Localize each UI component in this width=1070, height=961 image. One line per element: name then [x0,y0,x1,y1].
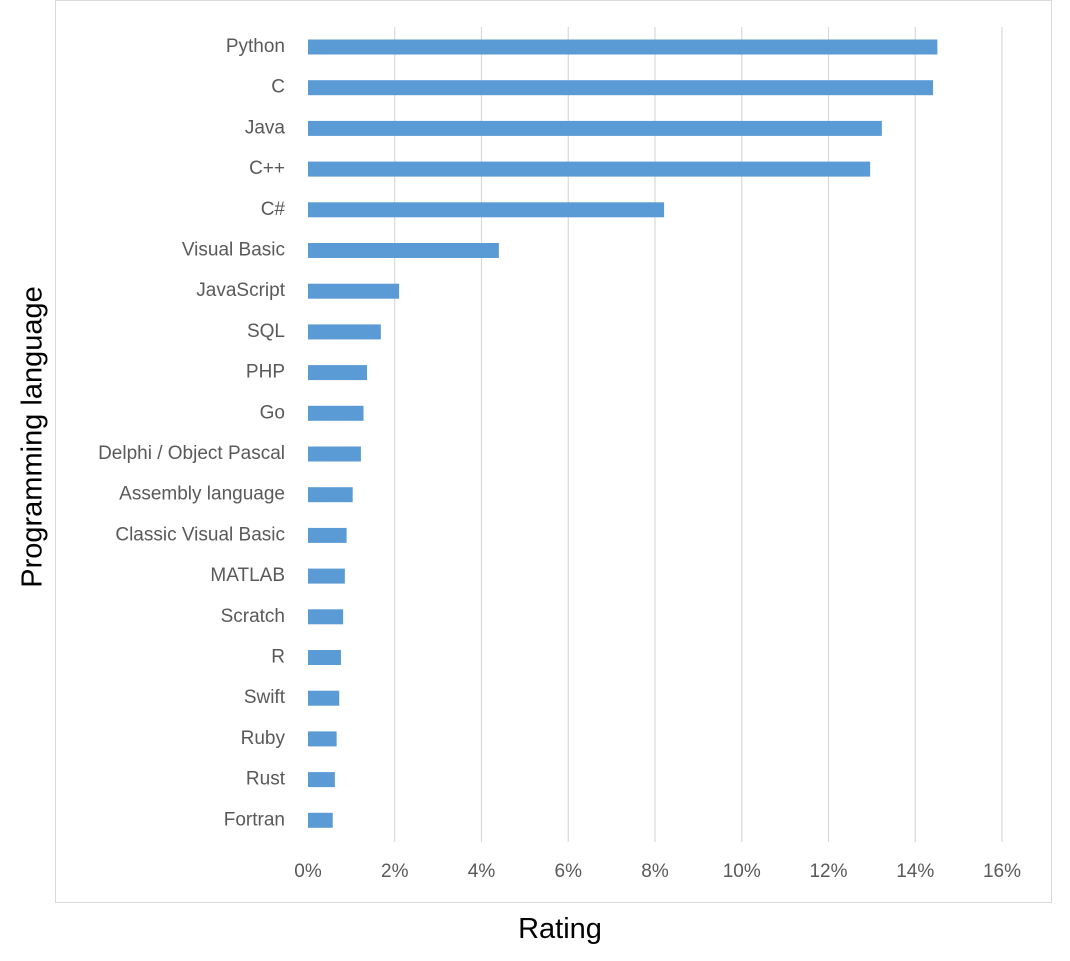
bar [308,487,353,503]
x-tick-label: 4% [468,861,496,882]
category-label: Scratch [221,606,285,627]
x-tick-label: 12% [809,861,847,882]
category-label: C++ [249,158,285,179]
category-label: MATLAB [210,565,285,586]
bar [308,446,361,462]
bar [308,202,665,218]
bar [308,405,364,421]
x-tick-label: 2% [381,861,409,882]
category-label: Delphi / Object Pascal [98,443,285,464]
category-label: PHP [246,362,285,383]
bar [308,731,337,747]
category-label: Python [226,36,285,57]
x-tick-label: 0% [294,861,322,882]
x-tick-label: 16% [983,861,1021,882]
bar [308,650,341,665]
chart-area [55,0,1052,903]
category-label: SQL [247,321,285,342]
bar [308,772,335,788]
category-label: Classic Visual Basic [115,524,285,545]
bar [308,527,347,543]
bar [308,283,400,299]
category-label: Fortran [224,809,285,830]
category-label: Assembly language [119,484,285,505]
category-label: Rust [246,769,286,790]
bar [308,568,345,584]
x-axis-title: Rating [518,913,602,945]
bar [308,812,333,828]
bar [308,243,499,258]
bar [308,39,938,55]
category-label: Swift [244,687,286,708]
bar [308,80,934,96]
bar [308,324,381,340]
category-label: JavaScript [196,280,285,301]
x-tick-label: 8% [641,861,669,882]
bar [308,365,367,381]
category-label: Go [260,402,285,423]
x-tick-label: 14% [896,861,934,882]
bar [308,690,340,706]
category-label: C# [261,199,286,220]
category-label: Ruby [241,728,286,749]
category-label: Java [245,117,286,138]
x-tick-label: 10% [723,861,761,882]
category-label: C [271,77,285,98]
category-label: Visual Basic [182,240,285,261]
x-tick-label: 6% [555,861,583,882]
bar [308,161,871,177]
bar [308,609,344,625]
y-axis-title: Programming language [16,286,49,588]
bar [308,120,882,136]
category-label: R [271,647,285,668]
